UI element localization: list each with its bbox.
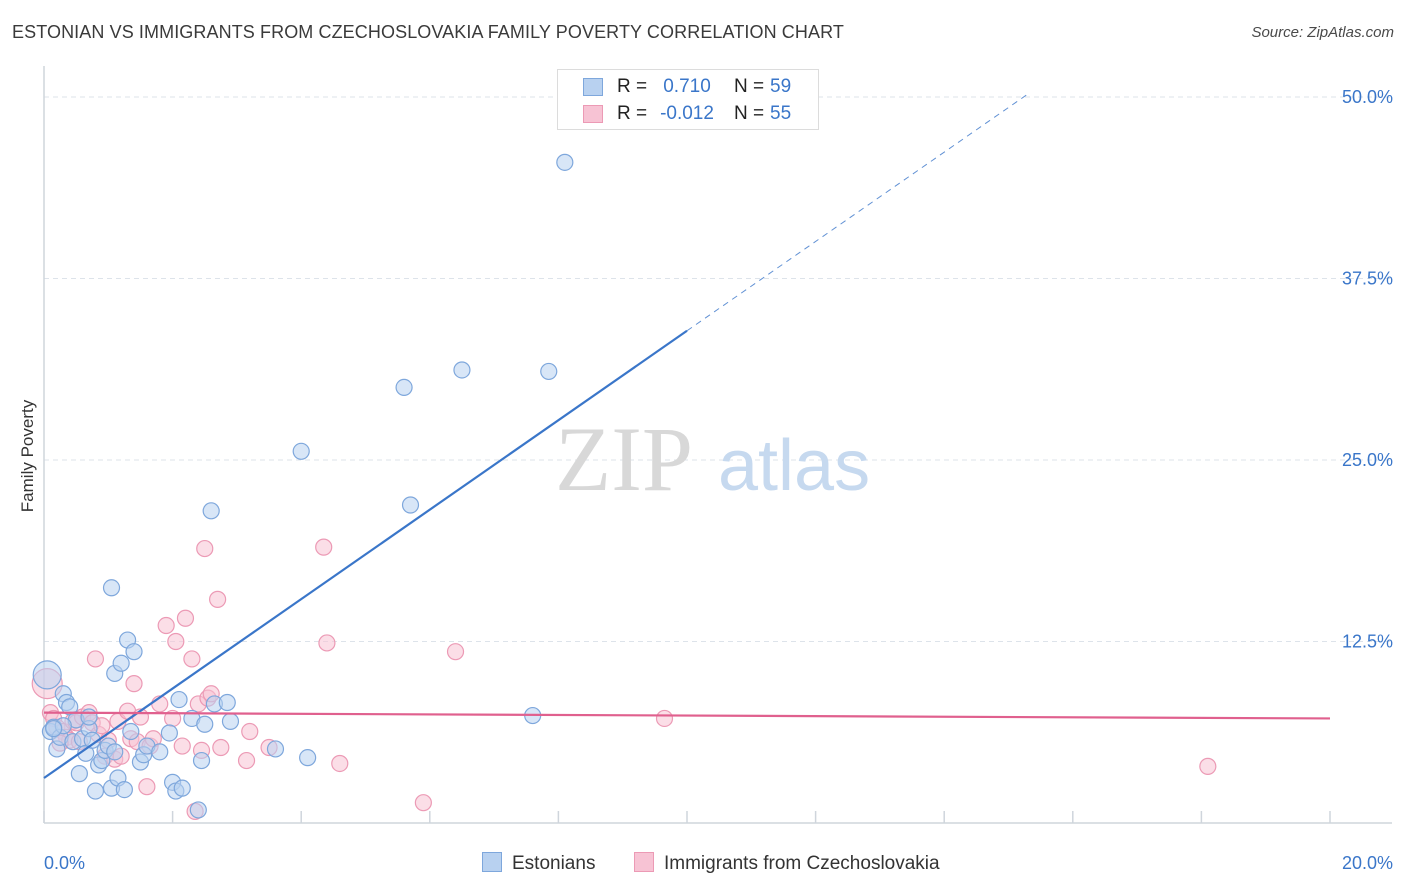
estonian-point [151, 743, 169, 761]
estonian-point [122, 722, 140, 741]
tick-labels: 12.5% 25.0% 37.5% 50.0% 0.0% 20.0% [44, 87, 1393, 873]
watermark: ZIP atlas [555, 408, 870, 510]
czech-point [212, 738, 230, 757]
estonian-point [299, 749, 317, 767]
legend-swatch-estonians [482, 852, 502, 872]
czech-point [157, 616, 175, 635]
watermark-zip: ZIP [555, 408, 693, 510]
czech-point [237, 751, 256, 770]
czech-point [173, 737, 191, 755]
estonian-point [292, 442, 310, 460]
legend-label-estonians: Estonians [512, 853, 596, 874]
source-note: Source: ZipAtlas.com [1251, 24, 1394, 41]
estonian-point [32, 660, 62, 690]
r-label: R = [617, 76, 648, 97]
legend-item-estonians[interactable]: Estonians [482, 852, 595, 876]
estonian-points [32, 153, 574, 819]
x-tick-label: 0.0% [44, 853, 85, 873]
estonian-point [189, 801, 207, 819]
czech-trend-line [43, 711, 1331, 720]
n-value: 59 [770, 76, 792, 97]
r-value: -0.012 [660, 103, 714, 124]
legend-swatch-czech [634, 852, 654, 872]
czech-point [183, 650, 201, 668]
estonian-point [218, 693, 236, 712]
czech-point [331, 754, 349, 773]
czech-point [446, 643, 465, 661]
estonian-point [266, 740, 285, 758]
x-tick-label: 20.0% [1342, 853, 1393, 873]
y-tick-label: 50.0% [1342, 87, 1393, 107]
czech-point [241, 722, 259, 741]
estonian-point [160, 724, 178, 742]
watermark-atlas: atlas [718, 426, 870, 506]
czech-point [655, 709, 674, 728]
estonian-point [401, 496, 420, 514]
estonian-point [80, 708, 98, 726]
estonian-point [115, 781, 133, 799]
czech-points [31, 538, 1217, 820]
czech-point [315, 538, 333, 556]
czech-point [86, 650, 105, 668]
estonian-point [112, 654, 130, 672]
czech-point [196, 539, 214, 558]
grid [44, 96, 1392, 642]
czech-point [414, 794, 432, 812]
estonian-point [86, 782, 105, 800]
legend-item-czech[interactable]: Immigrants from Czechoslovakia [634, 852, 940, 876]
y-tick-label: 12.5% [1342, 632, 1393, 652]
czech-point [138, 778, 156, 796]
estonian-point [45, 720, 63, 738]
estonian-point [70, 765, 88, 783]
estonian-point [395, 378, 413, 396]
estonian-point [221, 712, 240, 730]
estonian-point [192, 751, 211, 770]
n-value: 55 [770, 103, 792, 124]
estonian-point [170, 690, 188, 709]
czech-point [167, 632, 185, 651]
estonian-point [556, 153, 574, 171]
estonian-point [453, 361, 471, 379]
y-tick-label: 37.5% [1342, 269, 1393, 289]
chart-title: ESTONIAN VS IMMIGRANTS FROM CZECHOSLOVAK… [12, 22, 844, 42]
estonian-point [102, 579, 121, 597]
estonian-point [106, 743, 124, 761]
y-tick-label: 25.0% [1342, 450, 1393, 470]
czech-point [1199, 757, 1217, 775]
trend-lines [43, 93, 1331, 779]
czech-point [209, 590, 227, 608]
czech-point [176, 609, 195, 627]
estonian-point [202, 502, 220, 520]
n-label: N = [734, 103, 765, 124]
legend-label-czech: Immigrants from Czechoslovakia [664, 853, 940, 874]
estonians-trend-line [43, 329, 688, 779]
estonian-point [540, 362, 558, 381]
estonian-point [173, 779, 191, 797]
czech-point [125, 675, 143, 693]
estonians-trend-extension [686, 93, 1029, 332]
n-label: N = [734, 76, 765, 97]
estonian-point [83, 731, 101, 749]
estonian-point [196, 715, 214, 733]
estonian-point [125, 643, 143, 661]
estonians-swatch [583, 78, 603, 96]
r-label: R = [617, 103, 648, 124]
stats-box: R = 0.710 N = 59 R = -0.012 N = 55 [557, 69, 819, 130]
czech-point [318, 634, 336, 652]
r-value: 0.710 [663, 76, 711, 97]
czech-swatch [583, 105, 603, 123]
